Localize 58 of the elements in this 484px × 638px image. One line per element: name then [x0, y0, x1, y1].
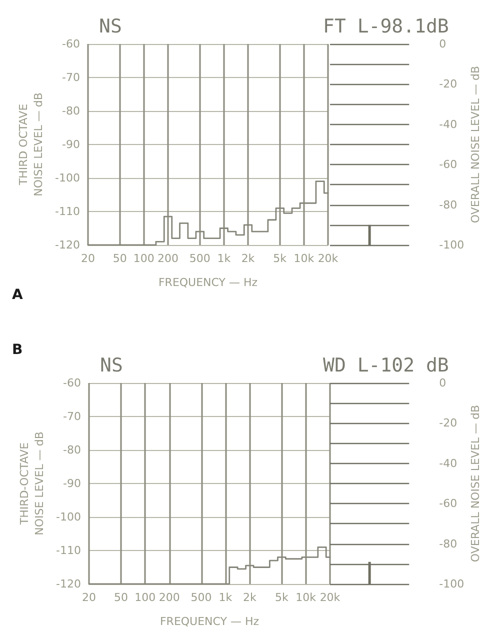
x-tick-label: 5k	[273, 252, 288, 265]
y-tick-label: -80	[439, 198, 458, 212]
y-tick-label: -60	[439, 158, 458, 172]
y-axis-title: THIRD-OCTAVE NOISE LEVEL — dB	[18, 432, 46, 536]
y-tick-label: -60	[63, 376, 81, 390]
x-tick-label: 50	[112, 252, 127, 265]
y-axis-title: OVERALL NOISE LEVEL — dB	[469, 404, 482, 562]
y-tick-label: -80	[62, 104, 80, 118]
y-tick-label: -120	[56, 578, 81, 590]
y-tick-label: -120	[55, 238, 80, 252]
y-tick-label: -90	[62, 138, 80, 151]
y-tick-label: -60	[439, 497, 458, 510]
x-tick-label: 500	[189, 252, 210, 265]
y-tick-label: -20	[439, 416, 458, 430]
y-tick-label: -100	[439, 578, 464, 590]
text: A	[12, 287, 23, 303]
y-tick-label: -20	[439, 78, 458, 91]
y-tick-label: -110	[55, 205, 80, 218]
y-tick-label: -100	[439, 238, 464, 252]
y-axis-title: THIRD OCTAVE NOISE LEVEL — dB	[17, 92, 45, 196]
x-axis-title: FREQUENCY — Hz	[160, 615, 260, 628]
x-tick-label: 20	[82, 591, 96, 604]
y-tick-label: -100	[55, 172, 80, 184]
x-tick-label: 50	[114, 591, 128, 604]
y-tick-label: -90	[63, 477, 81, 490]
y-tick-label: -40	[439, 456, 458, 470]
y-tick-label: -80	[439, 537, 458, 550]
x-tick-label: 5k	[274, 591, 289, 604]
x-tick-label: 500	[190, 591, 212, 604]
x-tick-label: 1k	[217, 252, 232, 265]
x-tick-label: 2k	[242, 591, 257, 604]
x-tick-label: 200	[158, 591, 180, 604]
y-tick-label: -40	[439, 118, 458, 131]
x-tick-label: 100	[133, 252, 154, 265]
y-axis-title: OVERALL NOISE LEVEL — dB	[469, 66, 482, 224]
x-tick-label: 10k	[296, 591, 317, 604]
chart-title: WD L-102 dB	[323, 354, 449, 376]
x-tick-label: 20k	[318, 252, 339, 265]
y-tick-label: -110	[56, 544, 81, 557]
x-tick-label: 1k	[218, 591, 233, 604]
text: B	[12, 342, 23, 358]
y-tick-label: 0	[439, 376, 446, 390]
y-tick-label: -70	[63, 410, 81, 423]
chart-title: FT L-98.1dB	[323, 16, 449, 38]
x-axis-title: FREQUENCY — Hz	[158, 276, 258, 289]
chart-title: NS	[99, 16, 122, 38]
y-tick-label: -70	[62, 71, 80, 84]
y-tick-label: -60	[62, 38, 80, 50]
y-tick-label: -80	[63, 444, 81, 456]
chart-title: NS	[100, 354, 123, 376]
x-tick-label: 20	[81, 252, 95, 265]
x-tick-label: 200	[158, 252, 178, 265]
x-tick-label: 2k	[241, 252, 256, 265]
y-tick-label: -100	[56, 510, 81, 524]
x-tick-label: 100	[134, 591, 156, 604]
x-tick-label: 10k	[294, 252, 315, 265]
x-tick-label: 20k	[320, 591, 341, 604]
y-tick-label: 0	[439, 38, 446, 50]
